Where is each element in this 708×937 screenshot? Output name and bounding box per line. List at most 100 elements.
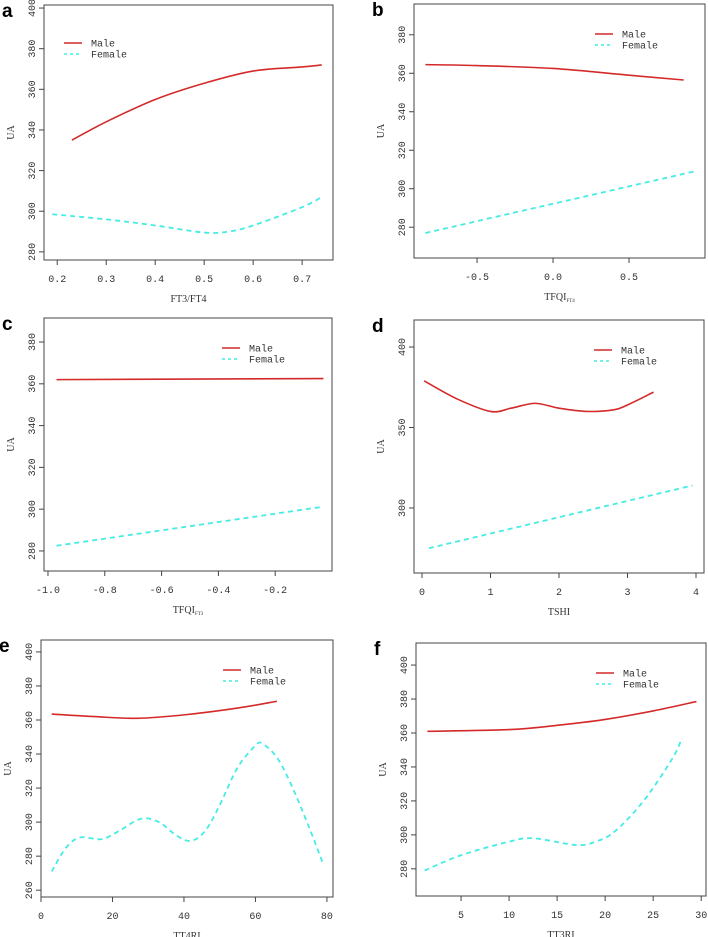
y-tick-label: 280 bbox=[398, 218, 409, 236]
x-tick-label: 0.5 bbox=[620, 273, 638, 284]
y-tick-label: 340 bbox=[28, 417, 39, 435]
y-tick-label: 300 bbox=[400, 826, 411, 844]
x-axis-label-subscript: FT3 bbox=[195, 612, 204, 615]
x-tick-label: 0.7 bbox=[293, 275, 311, 286]
y-tick-label: 340 bbox=[398, 103, 409, 121]
chart-panel-e: e 260 280 300 320 340 360 380 400 0 20 40 60 80 TT4RI U… bbox=[0, 636, 334, 937]
y-tick-label: 360 bbox=[400, 724, 411, 742]
legend-label-female: Female bbox=[623, 680, 659, 692]
y-tick-label: 340 bbox=[25, 745, 36, 763]
y-tick-label: 260 bbox=[25, 881, 36, 899]
x-tick-label: 2 bbox=[556, 588, 562, 599]
legend-label-male: Male bbox=[622, 30, 646, 42]
legend-label-female: Female bbox=[622, 41, 658, 53]
y-tick-label: 400 bbox=[28, 0, 39, 17]
y-tick-label: 320 bbox=[25, 779, 36, 797]
x-tick-label: 30 bbox=[695, 911, 707, 922]
y-tick-label: 380 bbox=[28, 333, 39, 351]
y-tick-label: 320 bbox=[28, 458, 39, 476]
plot-frame bbox=[415, 642, 707, 897]
y-tick-label: 340 bbox=[400, 758, 411, 776]
y-tick-label: 280 bbox=[25, 847, 36, 865]
y-tick-label: 320 bbox=[398, 141, 409, 159]
y-tick-label: 340 bbox=[28, 121, 39, 139]
x-tick-label: 4 bbox=[693, 588, 699, 599]
x-tick-label: 40 bbox=[178, 912, 190, 923]
x-tick-label: -0.5 bbox=[465, 273, 489, 284]
series-line-male bbox=[71, 64, 322, 141]
x-tick-label: -0.8 bbox=[93, 586, 117, 597]
legend-label-male: Male bbox=[621, 346, 645, 358]
plot-frame bbox=[40, 639, 334, 898]
panel-label: f bbox=[374, 639, 381, 660]
y-axis-label: UA bbox=[6, 125, 17, 140]
x-tick-label: 0.2 bbox=[48, 275, 66, 286]
x-tick-label: 20 bbox=[599, 911, 611, 922]
x-axis-label: TT4RI bbox=[173, 931, 200, 937]
series-line-male bbox=[427, 700, 697, 733]
chart-panel-c: c 280 300 320 340 360 380 -1.0 -0.8 -0.6 -0.4 -0.2 T… bbox=[2, 314, 333, 615]
plot-frame bbox=[413, 3, 706, 259]
x-tick-label: 0 bbox=[38, 912, 44, 923]
y-tick-label: 320 bbox=[400, 792, 411, 810]
x-axis-label: TFQIFT4 bbox=[544, 292, 575, 304]
y-tick-label: 350 bbox=[398, 419, 409, 437]
legend-label-female: Female bbox=[249, 355, 285, 367]
y-tick-label: 360 bbox=[28, 80, 39, 98]
x-tick-label: 5 bbox=[458, 911, 464, 922]
y-tick-label: 280 bbox=[28, 243, 39, 261]
chart-panel-b: b 280 300 320 340 360 380 -0.5 0.0 0.5 TFQIFT4 UA Ma… bbox=[372, 0, 706, 304]
x-tick-label: 0.4 bbox=[146, 275, 164, 286]
x-tick-label: 80 bbox=[321, 912, 333, 923]
series-line-female bbox=[52, 196, 323, 234]
series-line-female bbox=[425, 170, 695, 234]
y-tick-label: 380 bbox=[398, 26, 409, 44]
x-tick-label: -0.4 bbox=[206, 586, 230, 597]
legend-label-female: Female bbox=[250, 677, 286, 689]
x-tick-label: 1 bbox=[487, 588, 493, 599]
panel-label: b bbox=[372, 0, 384, 21]
panel-label: e bbox=[0, 636, 10, 657]
y-tick-label: 360 bbox=[398, 64, 409, 82]
x-axis-label-text: TSHI bbox=[548, 607, 570, 615]
series-line-female bbox=[428, 484, 693, 550]
panel-label: d bbox=[372, 316, 384, 337]
y-axis-label: UA bbox=[6, 437, 17, 452]
series-line-male bbox=[56, 377, 324, 381]
x-tick-label: 0.5 bbox=[195, 275, 213, 286]
y-tick-label: 300 bbox=[28, 500, 39, 518]
x-tick-label: -1.0 bbox=[36, 586, 60, 597]
y-axis-label: UA bbox=[3, 761, 14, 776]
x-axis-label-text: TT4RI bbox=[173, 931, 200, 937]
y-tick-label: 300 bbox=[398, 499, 409, 517]
x-tick-label: 60 bbox=[249, 912, 261, 923]
y-tick-label: 400 bbox=[398, 338, 409, 356]
y-tick-label: 400 bbox=[25, 643, 36, 661]
x-axis-label-text: FT3/FT4 bbox=[170, 294, 206, 305]
series-line-female bbox=[424, 737, 683, 872]
legend-label-male: Male bbox=[249, 344, 273, 356]
y-tick-label: 380 bbox=[28, 40, 39, 58]
y-tick-label: 360 bbox=[28, 375, 39, 393]
legend-label-male: Male bbox=[91, 39, 115, 51]
legend-label-female: Female bbox=[621, 357, 657, 369]
x-axis-label-text: TFQI bbox=[173, 605, 195, 615]
x-axis-label: FT3/FT4 bbox=[170, 294, 206, 305]
y-tick-label: 300 bbox=[398, 180, 409, 198]
y-tick-label: 400 bbox=[400, 656, 411, 674]
series-line-male bbox=[423, 380, 654, 413]
x-tick-label: -0.2 bbox=[263, 586, 287, 597]
y-tick-label: 380 bbox=[400, 690, 411, 708]
series-line-male bbox=[51, 700, 278, 720]
x-axis-label: TT3RI bbox=[547, 930, 574, 937]
x-tick-label: 15 bbox=[551, 911, 563, 922]
x-tick-label: 20 bbox=[106, 912, 118, 923]
panel-label: a bbox=[2, 1, 13, 22]
y-tick-label: 320 bbox=[28, 162, 39, 180]
series-line-female bbox=[56, 506, 321, 547]
plot-frame bbox=[43, 4, 334, 261]
y-axis-label: UA bbox=[378, 762, 389, 777]
x-tick-label: 0.6 bbox=[244, 275, 262, 286]
series-line-male bbox=[425, 63, 684, 81]
